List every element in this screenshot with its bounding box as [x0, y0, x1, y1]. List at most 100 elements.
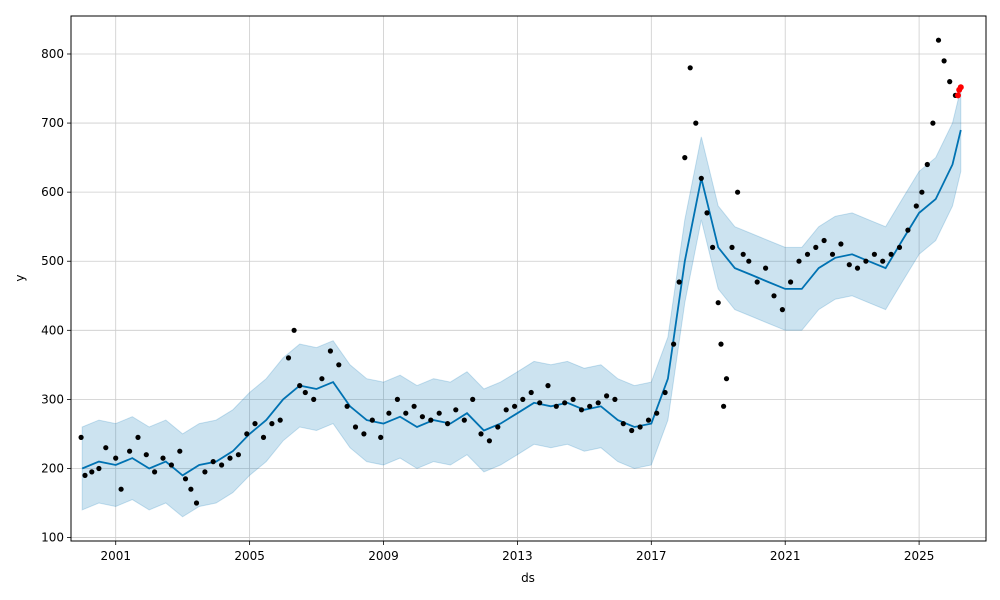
- y-tick-label: 700: [41, 116, 64, 130]
- observed-point: [210, 459, 216, 465]
- observed-point: [386, 410, 392, 416]
- observed-point: [838, 241, 844, 247]
- observed-point: [562, 400, 568, 406]
- observed-point: [188, 486, 194, 492]
- observed-point: [511, 403, 518, 409]
- observed-point: [813, 244, 819, 250]
- observed-point: [829, 251, 836, 257]
- observed-point: [740, 251, 746, 257]
- observed-point: [478, 431, 484, 437]
- observed-point: [297, 383, 303, 389]
- observed-point: [344, 403, 350, 409]
- observed-point: [735, 189, 741, 195]
- observed-point: [924, 161, 930, 168]
- observed-point: [89, 469, 95, 475]
- observed-point: [327, 348, 333, 354]
- plot-frame: [70, 15, 987, 542]
- y-tick-label: 200: [41, 461, 64, 475]
- observed-point: [520, 396, 526, 402]
- x-tick-label: 2013: [502, 549, 533, 563]
- observed-points: [78, 37, 959, 506]
- observed-point: [754, 279, 760, 285]
- observed-point: [913, 203, 919, 209]
- y-tick-label: 400: [41, 323, 64, 337]
- observed-point: [461, 417, 467, 423]
- observed-point: [682, 155, 688, 161]
- observed-point: [291, 327, 297, 333]
- y-axis-label: y: [13, 274, 27, 281]
- forecast-line: [81, 129, 962, 477]
- y-tick-label: 800: [41, 47, 64, 61]
- observed-point: [896, 244, 903, 250]
- y-tick-label: 600: [41, 185, 64, 199]
- x-tick-label: 2025: [904, 549, 935, 563]
- observed-point: [419, 414, 425, 420]
- observed-point: [888, 251, 894, 257]
- observed-point: [78, 434, 84, 440]
- observed-point: [693, 120, 699, 126]
- observed-point: [277, 417, 283, 423]
- observed-point: [729, 244, 735, 250]
- grid-lines: [71, 16, 986, 541]
- observed-point: [369, 417, 375, 423]
- observed-point: [453, 407, 459, 413]
- observed-point: [311, 396, 317, 402]
- observed-point: [528, 389, 534, 396]
- observed-point: [193, 500, 200, 506]
- forecast-series-line: [81, 129, 962, 477]
- observed-point: [428, 417, 434, 423]
- observed-point: [545, 383, 551, 389]
- observed-point: [378, 434, 384, 440]
- observed-point: [620, 421, 626, 427]
- uncertainty-band: [81, 88, 962, 518]
- observed-point: [319, 376, 325, 382]
- observed-point: [718, 341, 724, 347]
- x-tick-label: 2017: [636, 549, 667, 563]
- observed-point: [269, 421, 275, 427]
- observed-point: [127, 448, 133, 454]
- observed-point: [252, 421, 258, 427]
- observed-point: [135, 434, 141, 440]
- observed-point: [779, 307, 786, 313]
- observed-point: [863, 258, 869, 264]
- y-tick-label: 100: [41, 531, 64, 545]
- observed-point: [227, 455, 233, 461]
- observed-point: [160, 455, 166, 461]
- observed-point: [118, 486, 124, 492]
- observed-point: [445, 421, 451, 427]
- observed-point: [654, 410, 660, 416]
- observed-point: [612, 396, 618, 402]
- observed-point: [570, 396, 576, 402]
- x-axis-label: ds: [521, 571, 535, 585]
- observed-point: [82, 472, 88, 478]
- observed-point: [941, 58, 947, 64]
- observed-point: [698, 175, 704, 181]
- observed-point: [880, 258, 886, 264]
- observed-point: [361, 431, 367, 437]
- x-axis-ticks: 2001 2005 2009 2013 2017 2021 2025: [100, 541, 934, 563]
- observed-point: [553, 403, 559, 409]
- observed-point: [821, 237, 827, 244]
- observed-point: [645, 417, 652, 423]
- observed-point: [687, 65, 693, 71]
- recent-point: [957, 84, 964, 91]
- observed-point: [715, 300, 721, 306]
- observed-point: [710, 244, 716, 250]
- observed-point: [671, 341, 677, 347]
- observed-point: [595, 400, 601, 406]
- observed-point: [676, 279, 682, 285]
- x-tick-label: 2021: [770, 549, 801, 563]
- observed-point: [771, 293, 777, 299]
- observed-point: [486, 438, 492, 444]
- observed-point: [935, 37, 942, 43]
- observed-point: [302, 389, 308, 396]
- observed-point: [804, 251, 811, 257]
- observed-point: [587, 403, 593, 409]
- observed-point: [143, 452, 149, 458]
- observed-point: [182, 476, 189, 482]
- observed-point: [113, 455, 119, 461]
- observed-point: [662, 389, 668, 396]
- observed-point: [578, 407, 585, 413]
- observed-point: [537, 400, 543, 406]
